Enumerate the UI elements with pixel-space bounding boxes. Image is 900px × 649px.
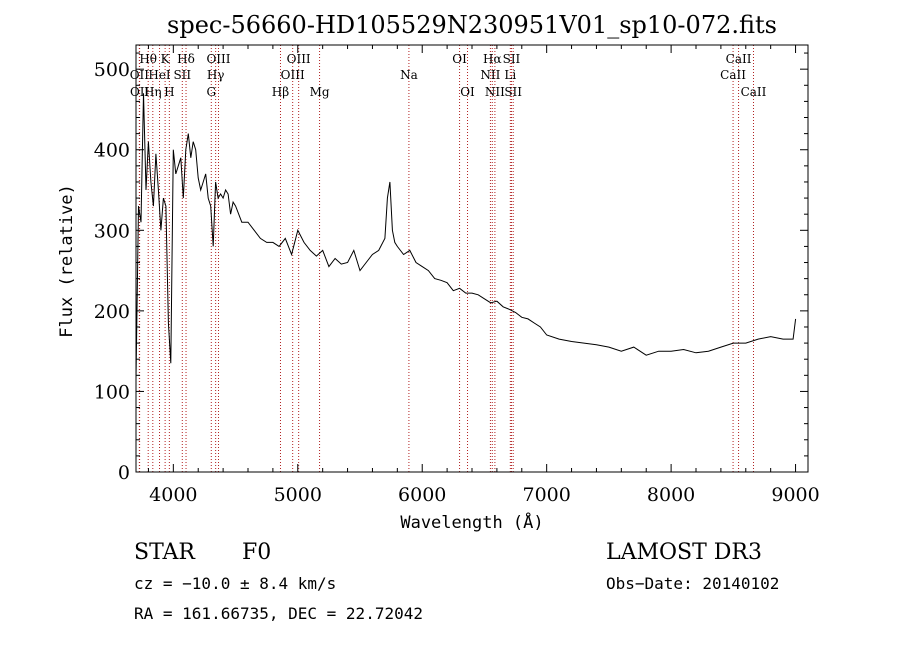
- spectral-line-label: HeI: [148, 68, 171, 82]
- spectral-line-label: OII: [130, 85, 150, 99]
- spectral-line-label: NII: [480, 68, 500, 82]
- spectral-line-label: OI: [460, 85, 475, 99]
- spectral-line-label: SII: [504, 85, 522, 99]
- spectral-line-label: CaII: [741, 85, 767, 99]
- spectral-line-label: OI: [452, 52, 467, 66]
- observation-date: Obs−Date: 20140102: [606, 574, 780, 593]
- y-tick-label: 100: [94, 381, 130, 403]
- spectral-line-label: Hη: [144, 85, 162, 99]
- y-axis-ticks: 0 100 200 300 400 500: [94, 52, 808, 484]
- x-tick-label: 8000: [647, 484, 695, 506]
- y-tick-label: 500: [94, 59, 130, 81]
- x-axis-ticks: 4000 5000 6000 7000 8000 9000: [147, 45, 820, 506]
- y-tick-label: 400: [94, 140, 130, 162]
- x-tick-label: 6000: [398, 484, 446, 506]
- spectral-line-label: OIII: [206, 52, 230, 66]
- spectral-line-label: NII: [485, 85, 505, 99]
- spectral-line-label: Na: [400, 68, 418, 82]
- redshift-readout: cz = −10.0 ± 8.4 km/s: [134, 574, 337, 593]
- coordinates-readout: RA = 161.66735, DEC = 22.72042: [134, 604, 423, 623]
- x-tick-label: 7000: [522, 484, 570, 506]
- spectral-line-label: Hα: [483, 52, 502, 66]
- y-axis-label: Flux (relative): [57, 184, 77, 338]
- spectral-line-label: OIII: [287, 52, 311, 66]
- x-tick-label: 5000: [274, 484, 322, 506]
- plot-frame: [135, 44, 809, 473]
- spectral-line-label: Hβ: [272, 85, 289, 99]
- y-tick-label: 300: [94, 220, 130, 242]
- spectral-line-label: Hδ: [177, 52, 195, 66]
- spectral-line-label: CaII: [720, 68, 746, 82]
- spectral-line-label: SII: [173, 68, 191, 82]
- spectral-line-label: Hθ: [139, 52, 157, 66]
- spectral-line-label: G: [206, 85, 216, 99]
- y-tick-label: 200: [94, 301, 130, 323]
- spectral-line-label: OII: [130, 68, 150, 82]
- spectrum-series-line: [135, 93, 797, 380]
- spectral-line-label: K: [161, 52, 171, 66]
- spectral-line-label: SII: [503, 52, 521, 66]
- x-axis-label: Wavelength (Å): [400, 511, 543, 533]
- x-tick-label: 4000: [149, 484, 197, 506]
- chart-title: spec-56660-HD105529N230951V01_sp10-072.f…: [167, 11, 777, 39]
- spectral-line-label: H: [164, 85, 174, 99]
- object-type: STAR: [134, 540, 195, 565]
- survey-name: LAMOST DR3: [606, 540, 762, 565]
- spectral-line-label: OIII: [281, 68, 305, 82]
- spectral-line-label: Mg: [310, 85, 330, 99]
- spectral-class: F0: [242, 540, 272, 565]
- y-tick-label: 0: [118, 462, 130, 484]
- x-tick-label: 9000: [771, 484, 819, 506]
- spectral-line-markers: [138, 45, 754, 472]
- spectral-line-label: Hγ: [207, 68, 225, 82]
- spectral-line-label: Li: [504, 68, 516, 82]
- spectral-line-label: CaII: [726, 52, 752, 66]
